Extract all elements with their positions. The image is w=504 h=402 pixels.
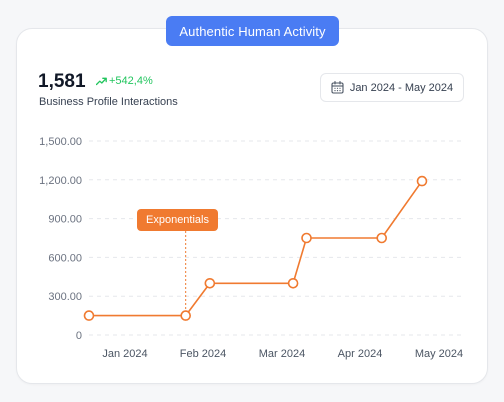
y-tick-label: 900.00 [48,214,82,226]
authentic-activity-badge[interactable]: Authentic Human Activity [166,16,339,46]
y-tick-label: 0 [76,330,82,342]
date-range-picker[interactable]: Jan 2024 - May 2024 [320,73,464,102]
calendar-icon [331,81,344,94]
y-tick-label: 600.00 [48,252,82,264]
x-tick-label: May 2024 [415,348,463,360]
series-line [89,180,423,317]
data-point [416,175,428,187]
x-tick-label: Feb 2024 [180,348,226,360]
y-tick-label: 1,500.00 [39,136,82,148]
x-tick-label: Apr 2024 [338,348,383,360]
badge-label: Authentic Human Activity [179,23,326,39]
date-range-label: Jan 2024 - May 2024 [349,81,454,94]
x-tick-label: Mar 2024 [259,348,305,360]
x-tick-label: Jan 2024 [102,348,147,360]
growth-indicator: +542,4% [96,75,153,87]
metric-description: Business Profile Interactions [39,96,178,108]
annotation-callout: Exponentials [137,209,218,231]
data-point [287,277,299,289]
trend-up-icon [96,77,107,85]
total-interactions-value: 1,581 [38,71,86,92]
data-point [83,310,95,321]
data-point [376,232,388,244]
data-point [180,310,191,321]
growth-percentage: +542,4% [109,75,153,87]
data-point [301,232,312,244]
annotation-label: Exponentials [146,214,209,226]
y-tick-label: 300.00 [48,291,82,303]
data-point [204,277,216,289]
y-tick-label: 1,200.00 [39,175,82,187]
